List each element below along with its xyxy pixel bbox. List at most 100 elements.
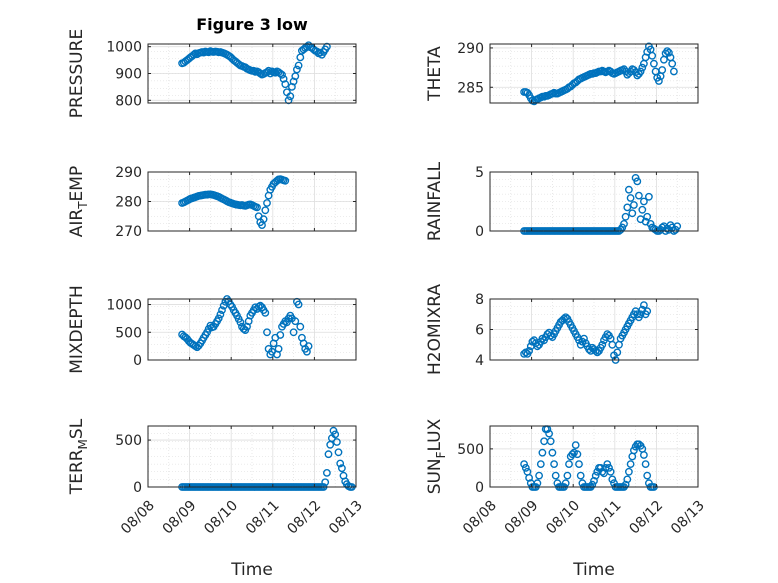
y-tick-label: 8: [475, 292, 484, 308]
data-point: [548, 448, 557, 457]
data-point: [263, 199, 271, 207]
y-axis-label: AIRTEMP: [67, 166, 90, 237]
x-tick-label: 08/12: [284, 498, 324, 538]
data-point: [635, 191, 643, 200]
data-point: [520, 460, 528, 468]
data-point: [336, 459, 345, 468]
data-point: [538, 448, 547, 457]
data-point: [253, 203, 261, 212]
y-tick-label: 290: [457, 41, 484, 57]
data-point: [218, 306, 226, 314]
x-tick-label: 08/12: [626, 498, 666, 538]
y-tick-label: 800: [115, 93, 142, 109]
data-point: [648, 51, 657, 60]
data-point: [284, 96, 293, 105]
x-tick-label: 08/09: [502, 498, 542, 538]
data-point: [591, 471, 600, 480]
y-tick-label: 0: [475, 480, 484, 496]
data-point: [673, 222, 682, 231]
data-point: [623, 475, 632, 484]
axes-box: [489, 43, 699, 104]
data-point: [216, 310, 225, 319]
y-tick-label: 5: [475, 165, 484, 181]
data-point: [633, 177, 642, 186]
data-point: [259, 215, 268, 224]
data-point: [643, 212, 652, 221]
data-point: [625, 185, 633, 194]
data-point: [630, 201, 638, 209]
y-tick-label: 290: [115, 165, 142, 181]
x-axis-label-left: Time: [230, 560, 273, 580]
x-axis-label-right: Time: [572, 560, 615, 580]
data-point: [630, 446, 638, 455]
subplot-4: 0 5 RAINFALL: [425, 161, 699, 241]
data-point: [606, 467, 615, 476]
data-point: [636, 310, 645, 319]
data-point: [580, 334, 588, 343]
axes-box: [489, 171, 699, 232]
data-point: [289, 328, 298, 337]
x-tick-label: 08/13: [668, 498, 708, 538]
y-tick-label: 1000: [106, 298, 142, 314]
y-tick-label: 0: [133, 480, 142, 496]
data-point: [640, 197, 648, 206]
y-tick-label: 500: [115, 433, 142, 449]
data-point: [596, 463, 605, 472]
data-point: [623, 203, 632, 212]
subplot-3: 270 280 290 AIRTEMP: [67, 165, 357, 240]
data-point: [214, 314, 223, 323]
y-axis-label: H2OMIXRA: [425, 284, 445, 375]
x-tick-label: 08/09: [160, 498, 200, 538]
data-point: [206, 321, 215, 330]
data-point: [331, 430, 340, 439]
data-point: [645, 192, 653, 201]
data-point: [626, 460, 635, 468]
x-tick-label: 08/08: [118, 498, 158, 538]
data-point: [576, 471, 585, 480]
y-axis-label: MIXDEPTH: [67, 285, 87, 374]
data-point: [236, 318, 245, 327]
data-point: [608, 475, 617, 484]
data-point: [261, 308, 270, 317]
data-point: [282, 318, 291, 327]
data-point: [598, 340, 607, 349]
data-point: [286, 92, 295, 101]
data-point: [550, 460, 558, 468]
data-point: [655, 77, 663, 85]
data-point: [670, 67, 678, 76]
data-point: [668, 59, 677, 68]
data-point: [536, 460, 545, 468]
y-axis-label: SUNFLUX: [425, 418, 448, 494]
axes-box: [147, 298, 357, 361]
data-point: [620, 219, 628, 228]
y-tick-label: 900: [115, 67, 142, 83]
data-point: [304, 342, 313, 350]
x-tick-label: 08/10: [543, 498, 583, 538]
data-point: [281, 80, 290, 89]
data-point: [271, 68, 280, 77]
data-point: [332, 438, 341, 446]
y-tick-label: 280: [115, 195, 142, 211]
data-point: [322, 468, 331, 477]
data-point: [263, 328, 271, 337]
data-point: [337, 464, 346, 473]
data-point: [588, 480, 597, 489]
subplot-8: 0 500 08/08 08/09 08/10 08/11 08/12 08/13 SUNFLU…: [425, 418, 708, 537]
data-point: [640, 301, 648, 309]
data-point: [276, 331, 285, 339]
data-point: [521, 463, 530, 472]
data-point: [641, 460, 650, 468]
y-tick-label: 1000: [106, 40, 142, 56]
data-point: [573, 450, 582, 459]
data-point: [603, 460, 612, 468]
y-tick-label: 500: [457, 442, 484, 458]
data-point: [643, 307, 652, 316]
data-point: [575, 460, 583, 468]
axes-box: [147, 425, 357, 488]
data-point: [551, 471, 560, 480]
data-point: [663, 47, 672, 55]
data-point: [278, 70, 286, 79]
data-point: [621, 212, 630, 221]
data-point: [650, 59, 658, 68]
